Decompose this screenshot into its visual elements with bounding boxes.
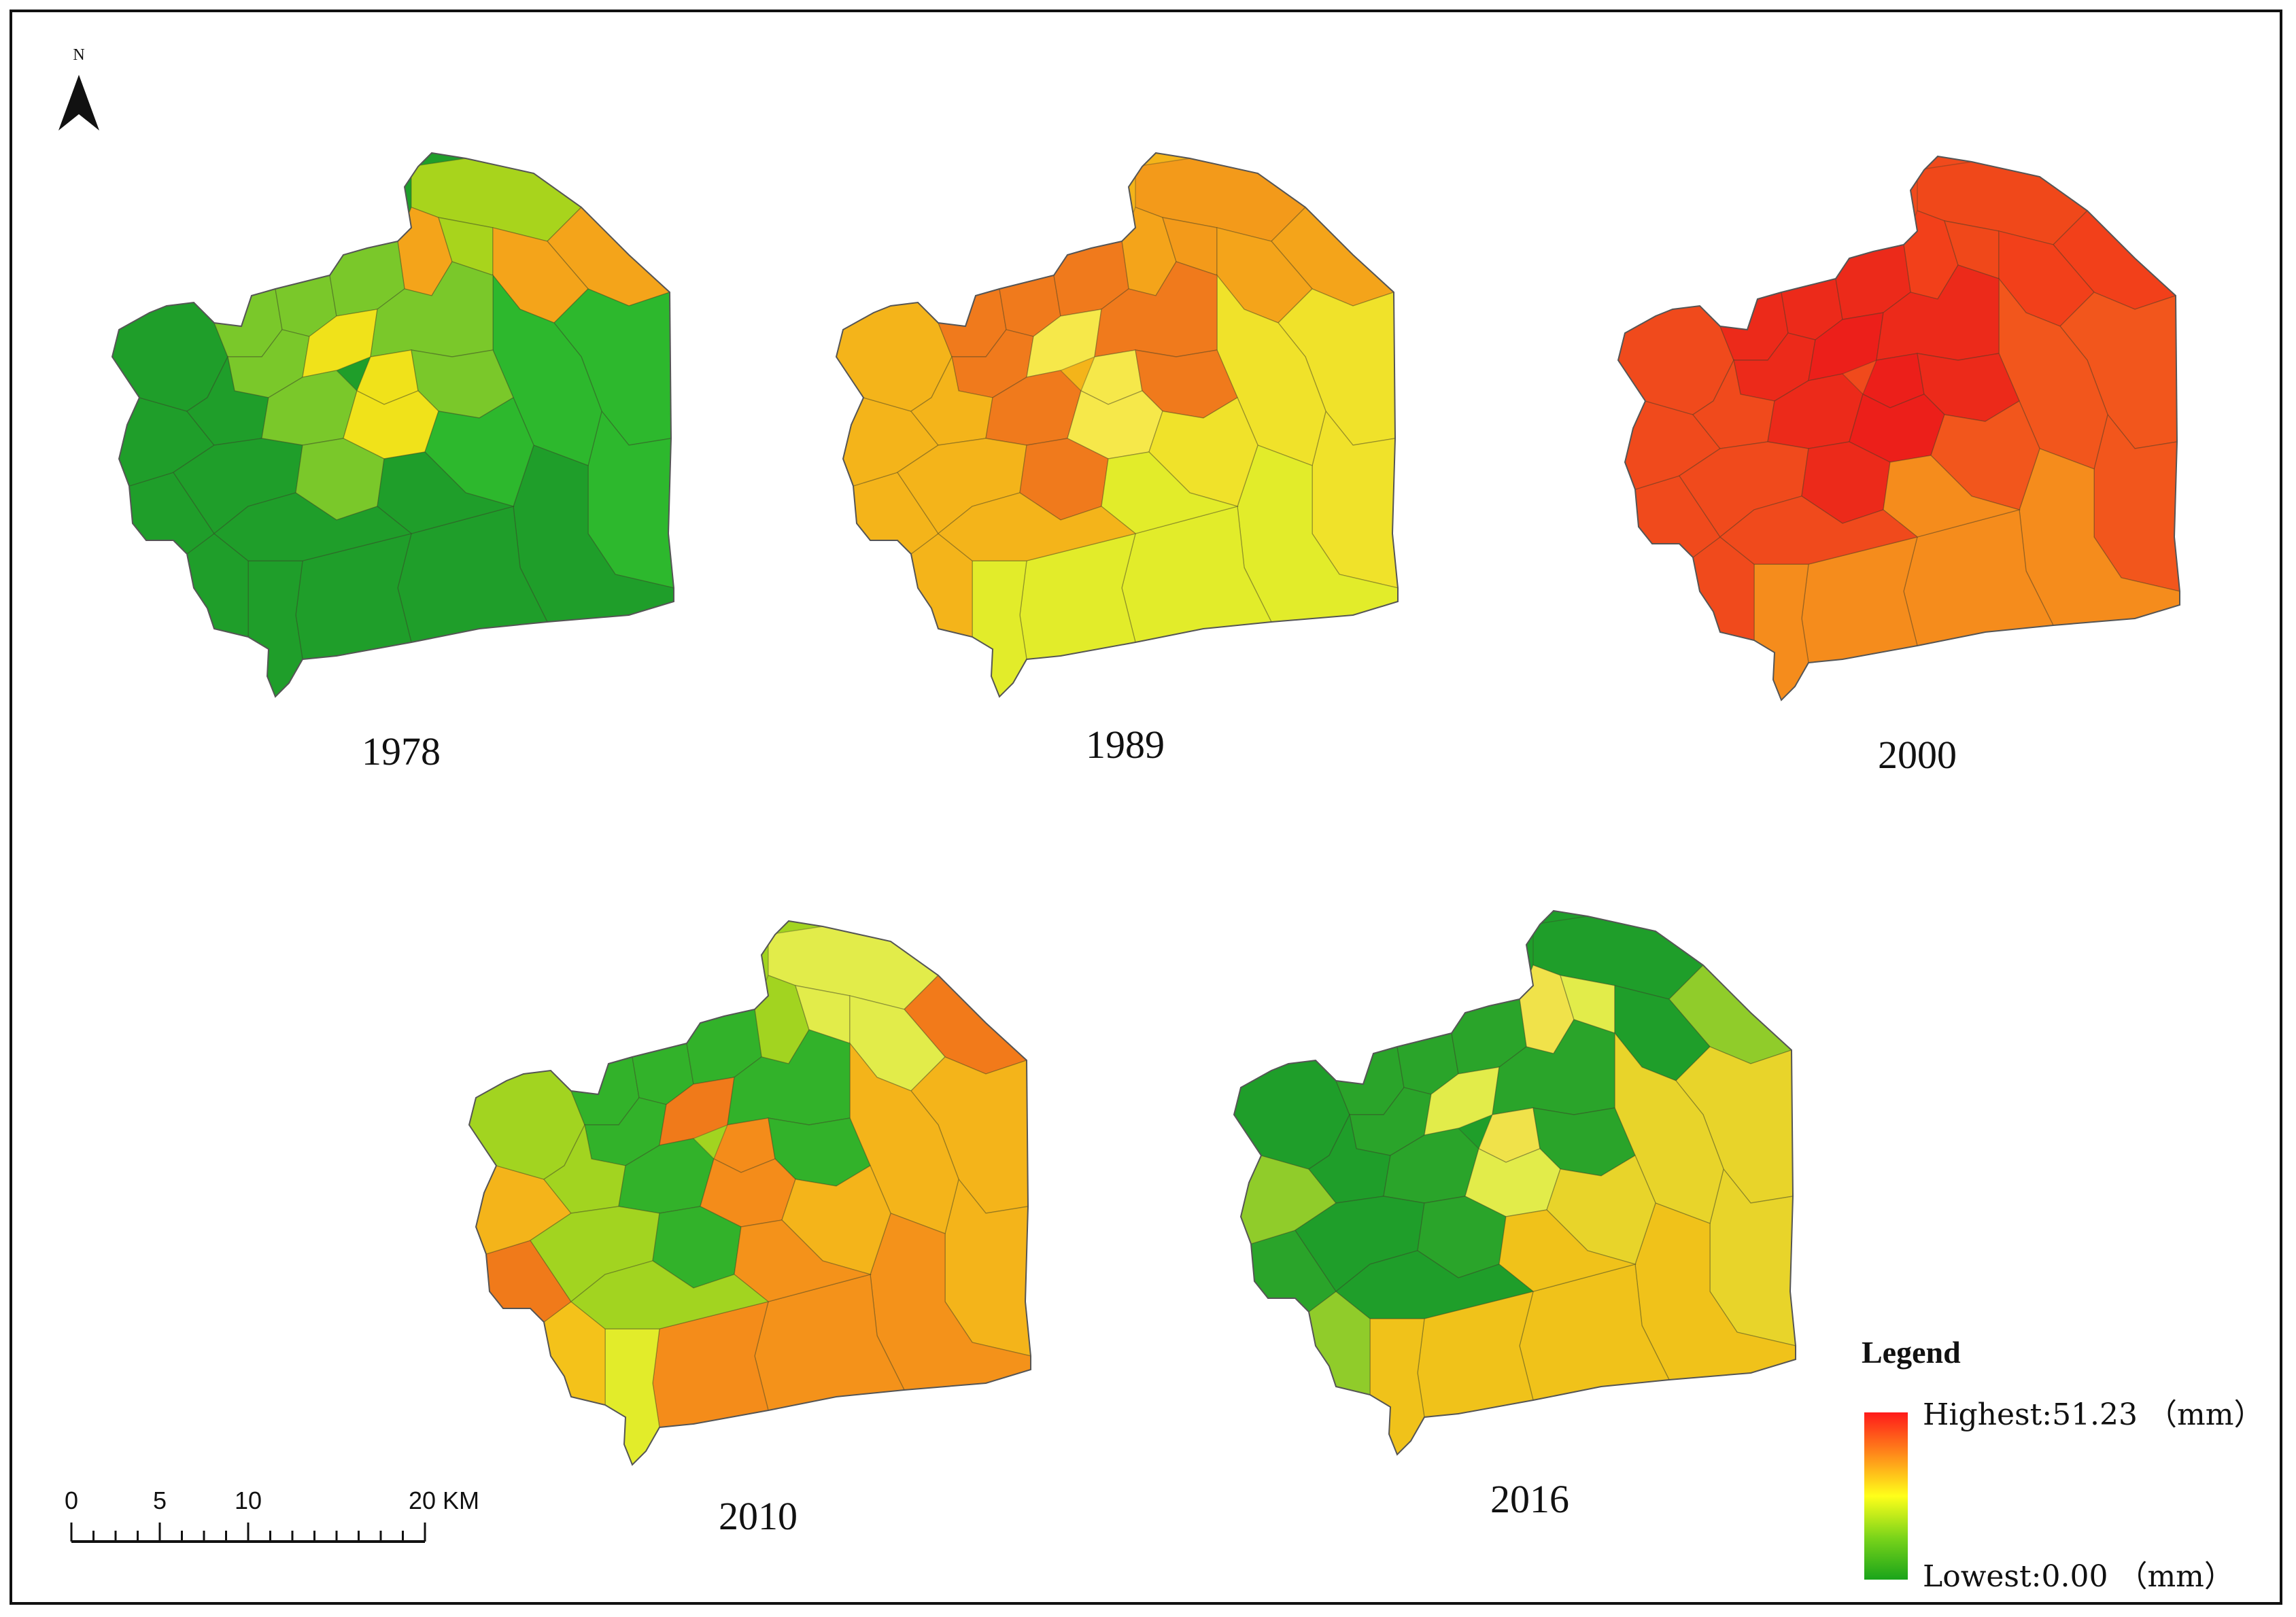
north-arrow-icon: [58, 75, 99, 131]
north-arrow: N: [58, 46, 99, 131]
legend-lowest-label: Lowest:0.00 （mm）: [1923, 1559, 2234, 1594]
panel-year-label: 2010: [719, 1494, 798, 1538]
district-polygon: [972, 560, 1027, 697]
map-panels: 1978 1989 2000 2010 2016: [111, 152, 2180, 1538]
city-outline: [468, 920, 1031, 1466]
city-outline: [1617, 155, 2180, 701]
map-panel-2010: [468, 920, 1031, 1466]
map-panel-1989: [835, 152, 1399, 698]
legend-title: Legend: [1862, 1335, 1961, 1370]
scale-bar-label: 20 KM: [409, 1486, 479, 1514]
panel-year-label: 2016: [1490, 1477, 1569, 1521]
district-polygon: [937, 492, 1137, 561]
city-outline: [1233, 909, 1796, 1456]
city-outline: [835, 152, 1399, 698]
figure-frame: [10, 10, 2282, 1605]
district-polygon: [570, 1260, 770, 1329]
district-polygon: [1335, 1250, 1535, 1319]
district-polygon: [2019, 448, 2180, 626]
panel-year-label: 2000: [1878, 733, 1957, 777]
district-polygon: [1634, 1202, 1796, 1380]
legend: Legend Highest:51.23 （mm） Lowest:0.00 （m…: [1862, 1335, 2263, 1594]
scale-bar: 0 5 10 20 KM: [65, 1486, 479, 1543]
map-panel-2016: [1233, 909, 1796, 1456]
scale-bar-label: 10: [235, 1486, 262, 1514]
district-polygon: [513, 445, 674, 623]
panel-year-label: 1989: [1086, 723, 1165, 767]
legend-color-ramp: [1864, 1412, 1908, 1580]
district-polygon: [870, 1213, 1031, 1391]
district-polygon: [1753, 563, 1809, 700]
map-panel-2000: [1617, 155, 2180, 701]
panel-year-label: 1978: [362, 729, 441, 773]
scale-bar-label: 5: [153, 1486, 167, 1514]
district-polygon: [213, 492, 413, 561]
scale-bar-label: 0: [65, 1486, 78, 1514]
legend-highest-label: Highest:51.23 （mm）: [1923, 1397, 2263, 1432]
district-polygon: [247, 560, 303, 697]
district-polygon: [1719, 495, 1919, 565]
north-label: N: [73, 46, 84, 64]
district-polygon: [604, 1328, 660, 1465]
map-panel-1978: [111, 152, 674, 698]
district-polygon: [1369, 1318, 1425, 1455]
city-outline: [111, 152, 674, 698]
district-polygon: [1237, 445, 1398, 623]
